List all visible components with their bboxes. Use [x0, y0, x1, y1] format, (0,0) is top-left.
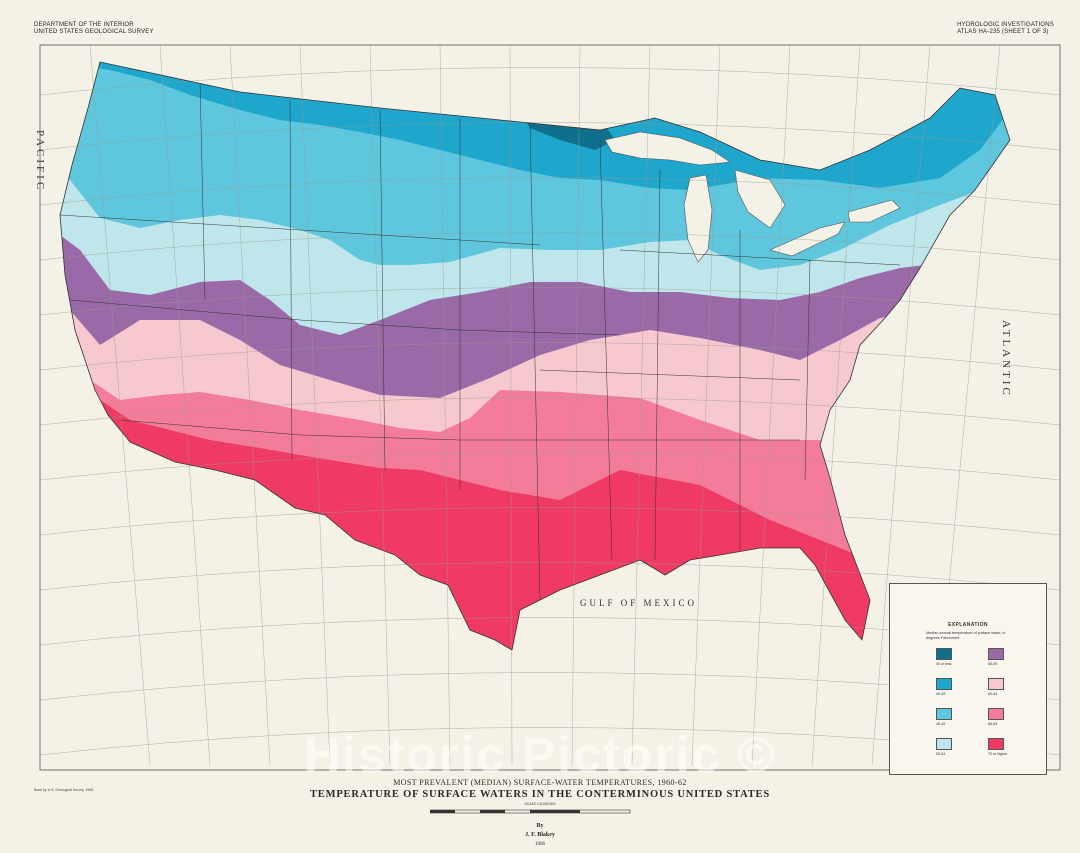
legend-label: 40 or less	[936, 662, 952, 666]
legend-label: 65-69	[988, 722, 998, 726]
legend-label: 45-49	[936, 722, 946, 726]
legend-label: 70 or higher	[988, 752, 1008, 756]
legend-label: 55-59	[988, 662, 998, 666]
atlas-header: HYDROLOGIC INVESTIGATIONS ATLAS HA-235 (…	[957, 22, 1054, 36]
legend-item: 70 or higher	[988, 738, 1018, 756]
us-outline	[59, 61, 1011, 651]
legend-panel: EXPLANATION Median annual temperature of…	[889, 583, 1047, 775]
lake-erie	[769, 221, 846, 257]
legend-swatch	[988, 708, 1004, 720]
legend-label: 50-54	[936, 752, 946, 756]
series-label: HYDROLOGIC INVESTIGATIONS	[957, 22, 1054, 28]
legend-item: 45-49	[936, 678, 966, 696]
legend-swatch	[936, 708, 952, 720]
lake-michigan	[683, 174, 713, 263]
atlantic-ocean-label: ATLANTIC	[1000, 320, 1012, 398]
map-frame	[39, 44, 1061, 771]
survey-label: UNITED STATES GEOLOGICAL SURVEY	[34, 29, 154, 35]
legend-item: 40 or less	[936, 648, 966, 666]
author-label: J. F. Blakey	[525, 832, 555, 838]
map-title: TEMPERATURE OF SURFACE WATERS IN THE CON…	[310, 789, 770, 800]
legend-title: EXPLANATION	[948, 622, 988, 628]
legend-item: 65-69	[988, 708, 1018, 726]
legend-swatch	[936, 648, 952, 660]
state-boundaries	[60, 79, 901, 601]
legend-label: 45-49	[936, 692, 946, 696]
agency-header: DEPARTMENT OF THE INTERIOR UNITED STATES…	[34, 22, 154, 36]
legend-item: 60-64	[988, 678, 1018, 696]
legend-swatch	[936, 678, 952, 690]
scale-label: SCALE 1:5,000,000	[524, 802, 556, 806]
legend-item: 45-49	[936, 708, 966, 726]
year-label: 1966	[535, 842, 545, 847]
legend-swatch	[936, 738, 952, 750]
legend-subtitle: Median annual temperature of surface wat…	[926, 631, 1006, 640]
graticule	[39, 44, 1061, 766]
base-map-credit: Base by U.S. Geological Survey, 1965	[34, 788, 94, 792]
atlas-number-label: ATLAS HA-235 (SHEET 1 OF 3)	[957, 29, 1049, 35]
map-subtitle: MOST PREVALENT (MEDIAN) SURFACE-WATER TE…	[393, 778, 687, 787]
lake-ontario	[847, 199, 901, 223]
watermark: Historic Pictoric ©	[303, 727, 777, 783]
great-lakes	[604, 131, 901, 263]
legend-label: 60-64	[988, 692, 998, 696]
legend-swatch	[988, 648, 1004, 660]
legend-item: 50-54	[936, 738, 966, 756]
scale-bar	[430, 809, 631, 814]
pacific-ocean-label: PACIFIC	[34, 130, 46, 193]
gulf-of-mexico-label: GULF OF MEXICO	[580, 598, 698, 608]
by-label: By	[536, 823, 544, 829]
department-label: DEPARTMENT OF THE INTERIOR	[34, 22, 134, 28]
lake-huron	[734, 169, 786, 229]
legend-swatch	[988, 738, 1004, 750]
legend-item: 55-59	[988, 648, 1018, 666]
legend-swatch	[988, 678, 1004, 690]
lake-superior	[604, 131, 731, 166]
